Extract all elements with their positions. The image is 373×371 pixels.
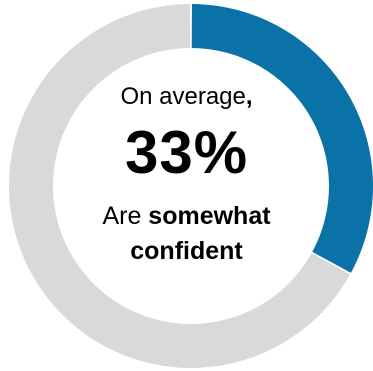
lead-comma: , bbox=[245, 83, 253, 110]
desc-prefix: Are bbox=[102, 202, 149, 230]
center-lead-text: On average, bbox=[0, 82, 373, 112]
donut-segment-somewhat-confident bbox=[191, 4, 373, 273]
center-description-line-2: confident bbox=[130, 237, 243, 265]
desc-bold-word-1: somewhat bbox=[148, 202, 271, 230]
center-description-line-1: Are somewhat bbox=[0, 201, 373, 231]
lead-label: On average bbox=[120, 83, 246, 110]
center-value: 33% bbox=[124, 119, 249, 186]
